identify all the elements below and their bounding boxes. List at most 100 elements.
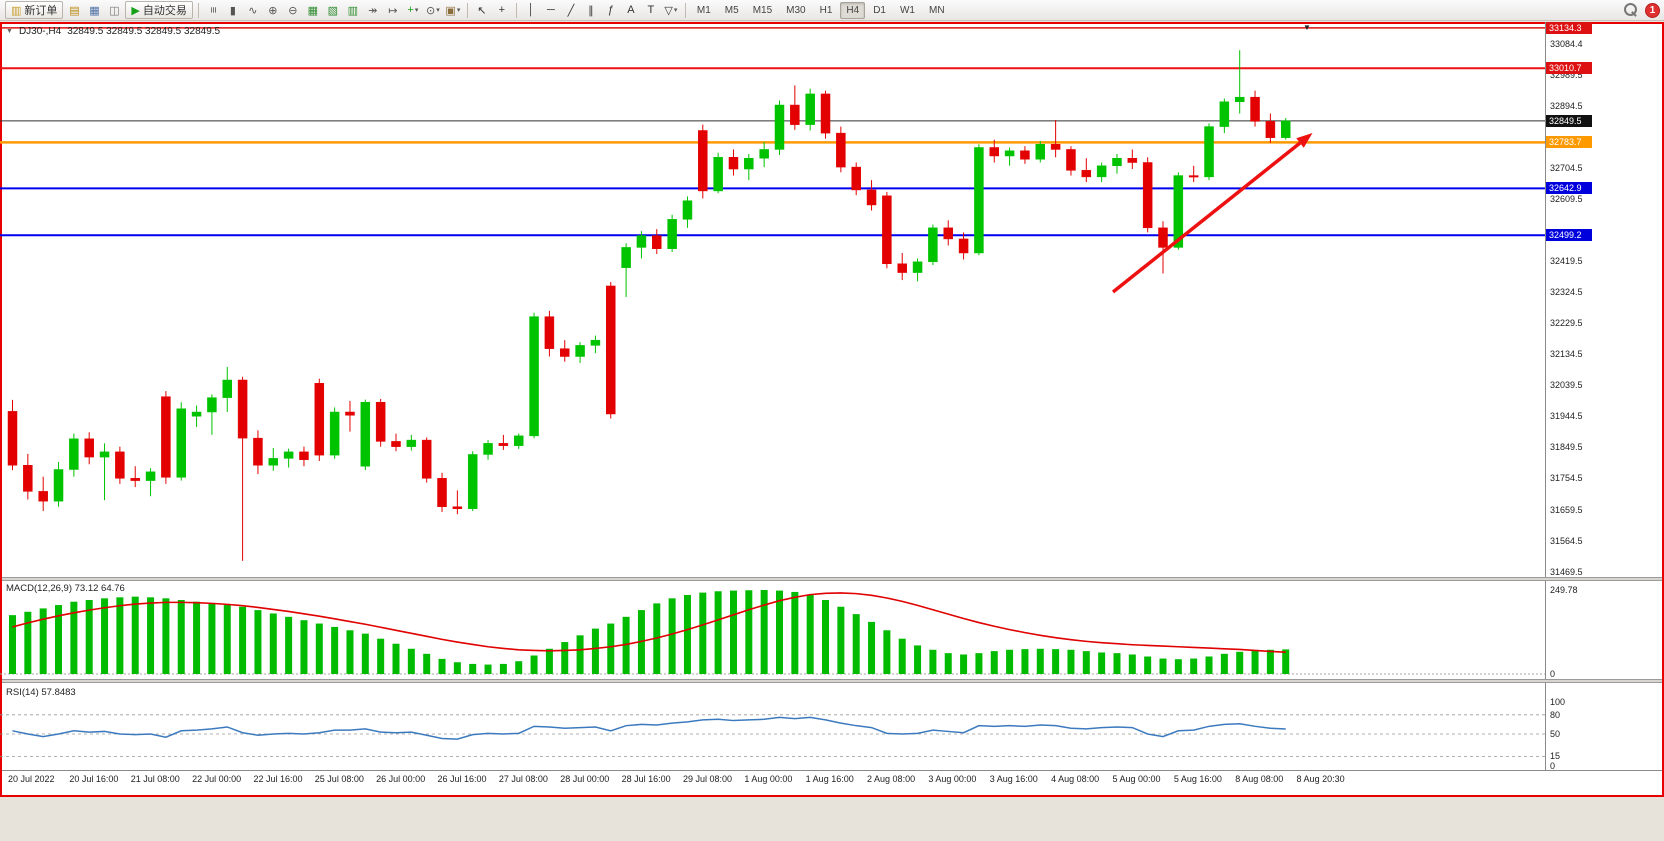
- toolbar-separator: [466, 2, 468, 18]
- chart-title: ▼ DJ30-,H4 32849.5 32849.5 32849.5 32849…: [6, 26, 220, 37]
- cursor-icon[interactable]: ↖: [472, 1, 492, 19]
- price-tick: 32324.5: [1550, 287, 1583, 298]
- zoom-out-icon: ⊖: [288, 4, 298, 17]
- new-order-button[interactable]: ▥ 新订单: [5, 1, 64, 19]
- trendline-icon: ╱: [567, 4, 575, 17]
- price-axis-divider: [1545, 22, 1546, 770]
- timeframe-H1[interactable]: H1: [819, 4, 833, 16]
- toolbar-separator: [684, 2, 686, 18]
- timeframe-MN[interactable]: MN: [928, 4, 945, 16]
- price-level-badge: 33010.7: [1546, 62, 1592, 75]
- time-label: 8 Aug 08:00: [1235, 774, 1284, 784]
- rsi-axis-label: 0: [1550, 761, 1556, 771]
- bar-chart-icon: ≡: [206, 6, 219, 14]
- time-label: 5 Aug 00:00: [1112, 774, 1161, 784]
- text-label-icon: T: [647, 4, 655, 16]
- channel-icon[interactable]: ∥: [581, 1, 601, 19]
- vertical-line-icon[interactable]: │: [521, 1, 541, 19]
- price-level-badge: 33134.3: [1546, 21, 1592, 34]
- zoom-in-icon[interactable]: ⊕: [263, 1, 283, 19]
- dropdown-arrow-icon: ▾: [456, 7, 461, 14]
- crosshair-icon[interactable]: +: [492, 1, 512, 19]
- new-chart-icon[interactable]: + ▾: [403, 1, 423, 19]
- horizontal-line-icon[interactable]: ─: [541, 1, 561, 19]
- market-watch-icon: ▦: [89, 4, 100, 17]
- arrange-windows-icon[interactable]: ▥: [343, 1, 363, 19]
- price-tick: 32134.5: [1550, 349, 1583, 360]
- auto-trading-button[interactable]: ▶ 自动交易: [125, 1, 193, 19]
- price-tick: 32609.5: [1550, 194, 1583, 205]
- cascade-windows-icon[interactable]: ▧: [323, 1, 343, 19]
- time-label: 27 Jul 08:00: [498, 774, 548, 784]
- pane-separator-rsi[interactable]: [2, 679, 1662, 683]
- text-icon[interactable]: A: [621, 1, 641, 19]
- price-tick: 32704.5: [1550, 163, 1583, 174]
- time-axis-divider: [2, 770, 1662, 771]
- time-label: 28 Jul 16:00: [621, 774, 671, 784]
- data-window-icon[interactable]: ◫: [104, 1, 124, 19]
- time-label: 20 Jul 16:00: [69, 774, 119, 784]
- line-chart-icon: ∿: [248, 4, 258, 17]
- notification-badge[interactable]: 1: [1645, 2, 1660, 18]
- toolbar-separator: [515, 2, 517, 18]
- timeframe-M30[interactable]: M30: [786, 4, 806, 16]
- market-watch-icon[interactable]: ▦: [84, 1, 104, 19]
- macd-label: MACD(12,26,9) 73.12 64.76: [6, 583, 125, 594]
- period-icon: ⊙: [426, 4, 436, 17]
- timeframe-H4[interactable]: H4: [840, 1, 866, 19]
- timeframe-M1[interactable]: M1: [696, 4, 711, 16]
- time-label: 21 Jul 08:00: [130, 774, 180, 784]
- shapes-icon[interactable]: ▽ ▾: [661, 1, 681, 19]
- text-icon: A: [627, 4, 635, 16]
- time-label: 28 Jul 00:00: [560, 774, 610, 784]
- chart-shift-marker: ▼: [1303, 23, 1311, 32]
- dropdown-arrow-icon: ▾: [673, 7, 678, 14]
- zoom-in-icon: ⊕: [268, 4, 278, 17]
- chart-profile-icon[interactable]: ▤: [64, 1, 84, 19]
- template-icon[interactable]: ▣ ▾: [443, 1, 463, 19]
- trend-arrow[interactable]: [1111, 141, 1302, 294]
- fibonacci-icon: ƒ: [607, 4, 614, 16]
- auto-scroll-icon[interactable]: ↠: [363, 1, 383, 19]
- bar-chart-icon[interactable]: ≡: [203, 1, 223, 19]
- macd-signal-line: [12, 592, 1286, 654]
- symbol-menu-icon[interactable]: ▼: [6, 28, 13, 35]
- crosshair-icon: +: [498, 4, 506, 16]
- time-label: 26 Jul 16:00: [437, 774, 487, 784]
- price-tick: 32894.5: [1550, 101, 1583, 112]
- vertical-line-icon: │: [527, 4, 535, 16]
- fibonacci-icon[interactable]: ƒ: [601, 1, 621, 19]
- trend-arrow-head: [1296, 133, 1313, 148]
- ohlc-values: 32849.5 32849.5 32849.5 32849.5: [67, 26, 221, 37]
- cursor-icon: ↖: [477, 4, 487, 17]
- time-label: 26 Jul 00:00: [376, 774, 426, 784]
- macd-histogram: [9, 590, 1290, 674]
- search-icon[interactable]: [1620, 1, 1640, 19]
- pane-separator-macd[interactable]: [2, 577, 1662, 581]
- toolbar-items: ▥ 新订单 ▤ ▦ ◫ ▶ 自动交易 ≡ ▮ ∿ ⊕ ⊖ ▦ ▧ ▥ ↠ ↦ + ▾ ⊙ ▾ ▣ ▾ ↖ + │ ─ ╱ ∥ ƒ A T ▽ ▾ M…: [4, 0, 952, 20]
- candles: [7, 50, 1291, 561]
- line-chart-icon[interactable]: ∿: [243, 1, 263, 19]
- time-label: 3 Aug 16:00: [989, 774, 1038, 784]
- chart-window[interactable]: [0, 22, 1664, 797]
- candlestick-chart-icon[interactable]: ▮: [223, 1, 243, 19]
- tile-windows-icon[interactable]: ▦: [303, 1, 323, 19]
- zoom-out-icon[interactable]: ⊖: [283, 1, 303, 19]
- trendline-icon[interactable]: ╱: [561, 1, 581, 19]
- timeframe-D1[interactable]: D1: [873, 4, 886, 16]
- timeframe-M15[interactable]: M15: [752, 4, 773, 16]
- new-order-button: ▥: [11, 4, 22, 17]
- time-label: 1 Aug 00:00: [744, 774, 793, 784]
- text-label-icon[interactable]: T: [641, 1, 661, 19]
- toolbar-separator: [197, 2, 199, 18]
- time-label: 25 Jul 08:00: [314, 774, 364, 784]
- timeframe-M5[interactable]: M5: [724, 4, 739, 16]
- chart-shift-icon[interactable]: ↦: [383, 1, 403, 19]
- auto-trading-button: ▶: [131, 4, 140, 17]
- time-label: 8 Aug 20:30: [1296, 774, 1345, 784]
- timeframe-W1[interactable]: W1: [899, 4, 915, 16]
- time-label: 2 Aug 08:00: [867, 774, 916, 784]
- period-icon[interactable]: ⊙ ▾: [423, 1, 443, 19]
- cascade-windows-icon: ▧: [327, 4, 339, 17]
